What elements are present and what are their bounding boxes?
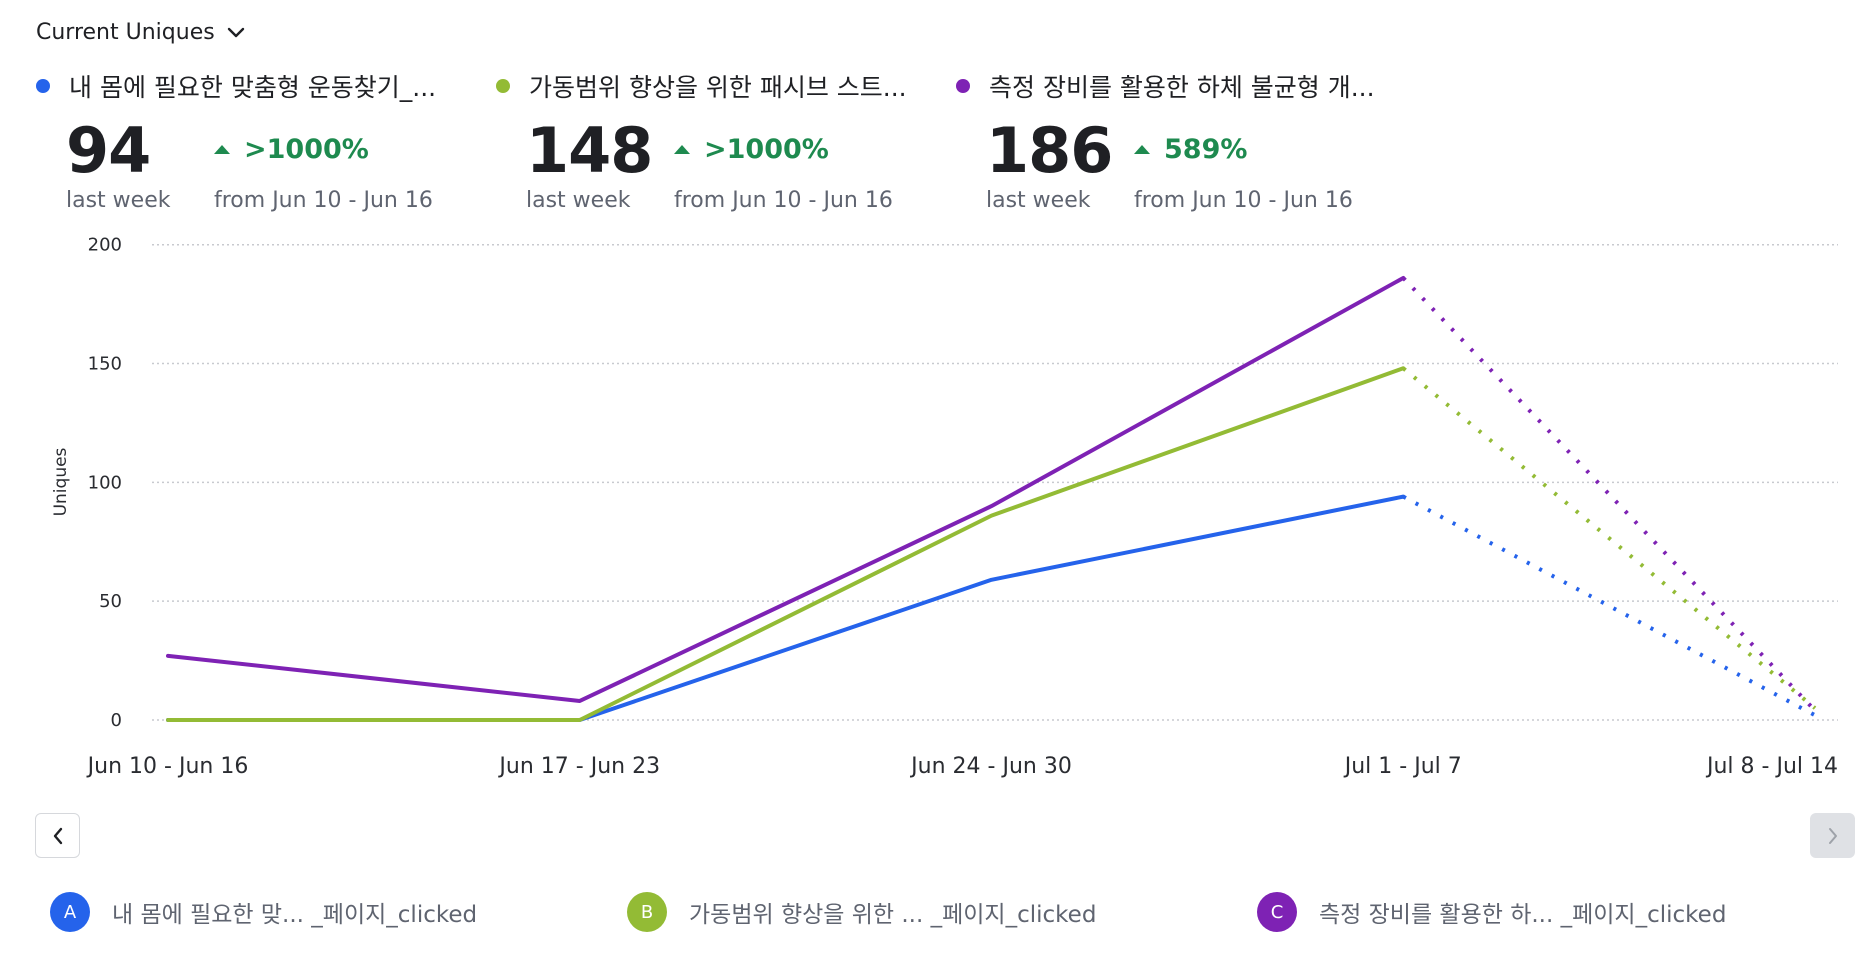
kpi-value: 148	[526, 114, 653, 187]
kpi-delta-value: >1000%	[704, 134, 829, 165]
kpi-delta-value: >1000%	[244, 134, 369, 165]
legend-label: 내 몸에 필요한 맞... _페이지_clicked	[112, 902, 478, 928]
kpi-compare-label: from Jun 10 - Jun 16	[1134, 188, 1353, 213]
series-line-incomplete-c	[1401, 276, 1817, 712]
metric-dropdown[interactable]: Current Uniques	[36, 20, 245, 45]
kpi-value-label: last week	[986, 188, 1091, 213]
arrow-up-icon	[674, 145, 690, 154]
y-tick-label: 100	[88, 472, 122, 493]
line-chart: 0 50 100 150 200 Uniques Jun 10 - Jun 16 Jun 17…	[51, 235, 1838, 779]
kpi-series-name: 가동범위 향상을 위한 패시브 스트...	[529, 73, 907, 102]
series-line-b	[166, 366, 1406, 722]
chevron-down-icon	[227, 27, 244, 37]
prev-page-button[interactable]	[35, 813, 80, 858]
kpi-value: 94	[66, 114, 151, 187]
series-dot-icon	[956, 79, 970, 93]
kpi-value-label: last week	[66, 188, 171, 213]
kpi-card-b: 가동범위 향상을 위한 패시브 스트... 148 last week >100…	[490, 68, 930, 214]
series-line-a	[166, 494, 1406, 722]
kpi-value-label: last week	[526, 188, 631, 213]
kpi-delta-value: 589%	[1164, 134, 1248, 165]
x-tick-label: Jun 17 - Jun 23	[497, 754, 660, 779]
metric-dropdown-label: Current Uniques	[36, 20, 215, 45]
kpi-card-a: 내 몸에 필요한 맞춤형 운동찾기_... 94 last week >1000…	[30, 68, 470, 214]
arrow-up-icon	[1134, 145, 1150, 154]
legend-item-c[interactable]: C 측정 장비를 활용한 하... _페이지_clicked	[1257, 892, 1726, 932]
legend-label: 가동범위 향상을 위한 ... _페이지_clicked	[689, 902, 1097, 928]
x-tick-label: Jul 1 - Jul 7	[1343, 754, 1462, 779]
series-line-incomplete-b	[1401, 366, 1817, 710]
y-tick-label: 50	[99, 591, 122, 612]
legend-badge: C	[1257, 892, 1297, 932]
kpi-value: 186	[986, 114, 1113, 187]
kpi-compare-label: from Jun 10 - Jun 16	[674, 188, 893, 213]
legend-item-a[interactable]: A 내 몸에 필요한 맞... _페이지_clicked	[50, 892, 477, 932]
x-tick-label: Jul 8 - Jul 14	[1705, 754, 1838, 779]
x-tick-label: Jun 10 - Jun 16	[86, 754, 249, 779]
series-dot-icon	[36, 79, 50, 93]
y-axis-title: Uniques	[51, 447, 71, 516]
legend-item-b[interactable]: B 가동범위 향상을 위한 ... _페이지_clicked	[627, 892, 1096, 932]
series-line-incomplete-a	[1402, 494, 1816, 718]
kpi-series-name: 내 몸에 필요한 맞춤형 운동찾기_...	[69, 73, 437, 102]
legend-badge: B	[627, 892, 667, 932]
legend-label: 측정 장비를 활용한 하... _페이지_clicked	[1319, 902, 1727, 928]
next-page-button[interactable]	[1810, 813, 1855, 858]
legend-badge: A	[50, 892, 90, 932]
x-tick-label: Jun 24 - Jun 30	[909, 754, 1072, 779]
arrow-up-icon	[214, 145, 230, 154]
chevron-right-icon	[1828, 827, 1837, 844]
kpi-series-name: 측정 장비를 활용한 하체 불균형 개...	[989, 73, 1375, 102]
y-tick-label: 150	[88, 354, 122, 375]
chevron-left-icon	[53, 827, 62, 844]
series-dot-icon	[496, 79, 510, 93]
kpi-delta: >1000%	[214, 134, 369, 165]
kpi-compare-label: from Jun 10 - Jun 16	[214, 188, 433, 213]
kpi-delta: >1000%	[674, 134, 829, 165]
kpi-delta: 589%	[1134, 134, 1247, 165]
y-tick-label: 200	[88, 235, 122, 256]
kpi-card-c: 측정 장비를 활용한 하체 불균형 개... 186 last week 589…	[950, 68, 1390, 214]
y-tick-label: 0	[111, 710, 122, 731]
series-line-c	[166, 275, 1406, 703]
